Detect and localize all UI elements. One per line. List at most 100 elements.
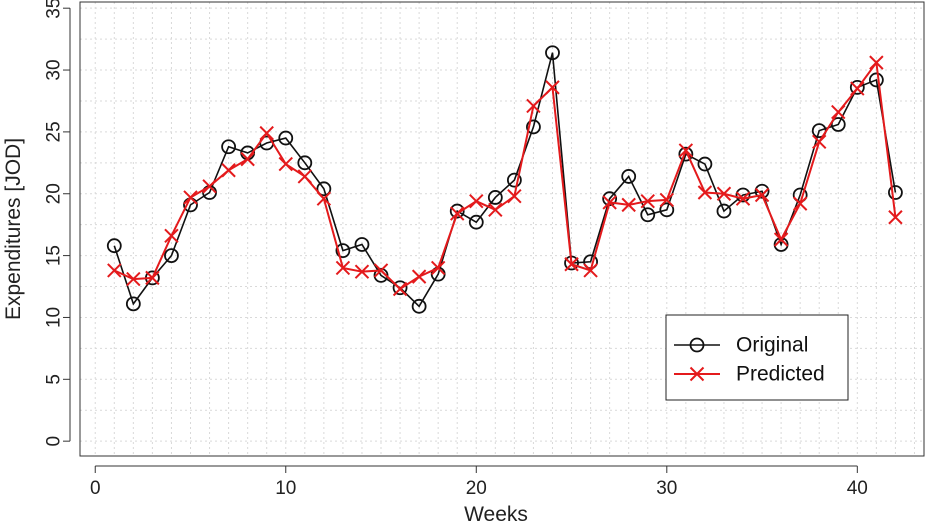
x-axis-title: Weeks xyxy=(464,503,528,525)
predicted-series xyxy=(107,55,903,297)
predicted-point xyxy=(507,189,522,204)
original-point xyxy=(164,248,179,263)
predicted-point xyxy=(678,143,694,158)
predicted-point xyxy=(450,206,465,221)
original-point xyxy=(868,72,884,88)
original-point xyxy=(392,280,408,296)
predicted-point xyxy=(735,191,751,206)
predicted-point xyxy=(259,125,274,141)
x-tick-label: 40 xyxy=(847,478,868,499)
predicted-point xyxy=(107,263,122,278)
predicted-point xyxy=(545,80,560,95)
original-point xyxy=(297,155,313,171)
predicted-point xyxy=(697,185,713,200)
original-point xyxy=(830,117,846,132)
predicted-point xyxy=(297,169,313,184)
original-point xyxy=(335,243,351,259)
series-layer xyxy=(106,45,903,314)
predicted-point xyxy=(869,55,884,70)
original-point xyxy=(354,237,370,252)
original-point xyxy=(526,119,541,135)
original-point xyxy=(697,156,713,172)
legend-item-predicted: Predicted xyxy=(674,363,825,386)
predicted-point xyxy=(583,263,598,278)
predicted-point xyxy=(469,193,484,209)
x-tick-label: 10 xyxy=(275,478,296,499)
predicted-point xyxy=(526,98,541,114)
original-point xyxy=(888,185,903,200)
predicted-point xyxy=(430,260,446,276)
original-line xyxy=(113,52,897,308)
predicted-point xyxy=(564,257,579,272)
predicted-point xyxy=(754,187,770,203)
predicted-point xyxy=(278,156,293,172)
original-point xyxy=(678,146,694,162)
legend-box xyxy=(665,314,849,401)
predicted-point xyxy=(316,191,332,206)
original-point xyxy=(125,296,141,312)
predicted-point xyxy=(354,264,370,279)
y-tick-label: 20 xyxy=(44,183,65,204)
predicted-point xyxy=(202,179,217,194)
original-point xyxy=(735,187,751,203)
y-tick-label: 10 xyxy=(44,307,65,328)
original-point xyxy=(316,181,332,197)
x-tick-label: 20 xyxy=(466,478,487,499)
predicted-point xyxy=(773,232,789,247)
predicted-point xyxy=(831,104,846,120)
predicted-point xyxy=(183,190,198,205)
original-point xyxy=(849,79,865,95)
y-tick-label: 5 xyxy=(44,374,65,385)
legend-marker xyxy=(689,337,705,353)
original-point xyxy=(411,298,427,314)
y-tick-label: 0 xyxy=(44,436,65,447)
predicted-point xyxy=(392,281,408,297)
legend-label: Original xyxy=(736,334,808,357)
original-point xyxy=(545,45,560,61)
x-tick-label: 0 xyxy=(90,478,101,499)
y-axis-title: Expenditures [JOD] xyxy=(2,138,25,320)
original-point xyxy=(278,130,294,146)
legend-marker xyxy=(689,366,705,382)
predicted-point xyxy=(126,271,141,287)
predicted-point xyxy=(716,186,732,201)
original-point xyxy=(487,190,503,205)
original-point xyxy=(754,183,770,199)
legend-item-original: Original xyxy=(674,334,808,357)
predicted-point xyxy=(812,134,827,149)
x-tick-label: 30 xyxy=(656,478,677,499)
predicted-point xyxy=(164,228,179,244)
original-point xyxy=(659,202,675,218)
plot-frame xyxy=(79,1,925,457)
predicted-point xyxy=(411,269,427,284)
y-tick-label: 15 xyxy=(44,245,65,266)
original-point xyxy=(640,207,656,223)
y-tick-label: 30 xyxy=(44,59,65,80)
original-point xyxy=(716,203,732,219)
original-series xyxy=(106,45,903,314)
original-point xyxy=(468,214,484,230)
y-tick-label: 35 xyxy=(44,0,65,19)
predicted-point xyxy=(888,210,903,225)
predicted-point xyxy=(602,195,617,210)
predicted-point xyxy=(335,260,351,276)
original-point xyxy=(621,169,637,184)
original-point xyxy=(221,139,237,155)
legend-label: Predicted xyxy=(736,363,825,386)
legend: Original Predicted xyxy=(665,314,849,401)
predicted-line xyxy=(113,59,897,291)
predicted-point xyxy=(792,196,808,211)
predicted-point xyxy=(621,197,636,213)
predicted-point xyxy=(488,202,503,218)
original-point xyxy=(106,238,122,254)
predicted-point xyxy=(850,81,865,96)
predicted-point xyxy=(145,270,160,286)
y-tick-label: 25 xyxy=(44,121,65,142)
original-point xyxy=(506,172,522,188)
predicted-point xyxy=(659,192,675,208)
grid xyxy=(80,2,924,456)
predicted-point xyxy=(221,163,236,178)
predicted-point xyxy=(373,263,389,278)
predicted-point xyxy=(640,193,655,209)
